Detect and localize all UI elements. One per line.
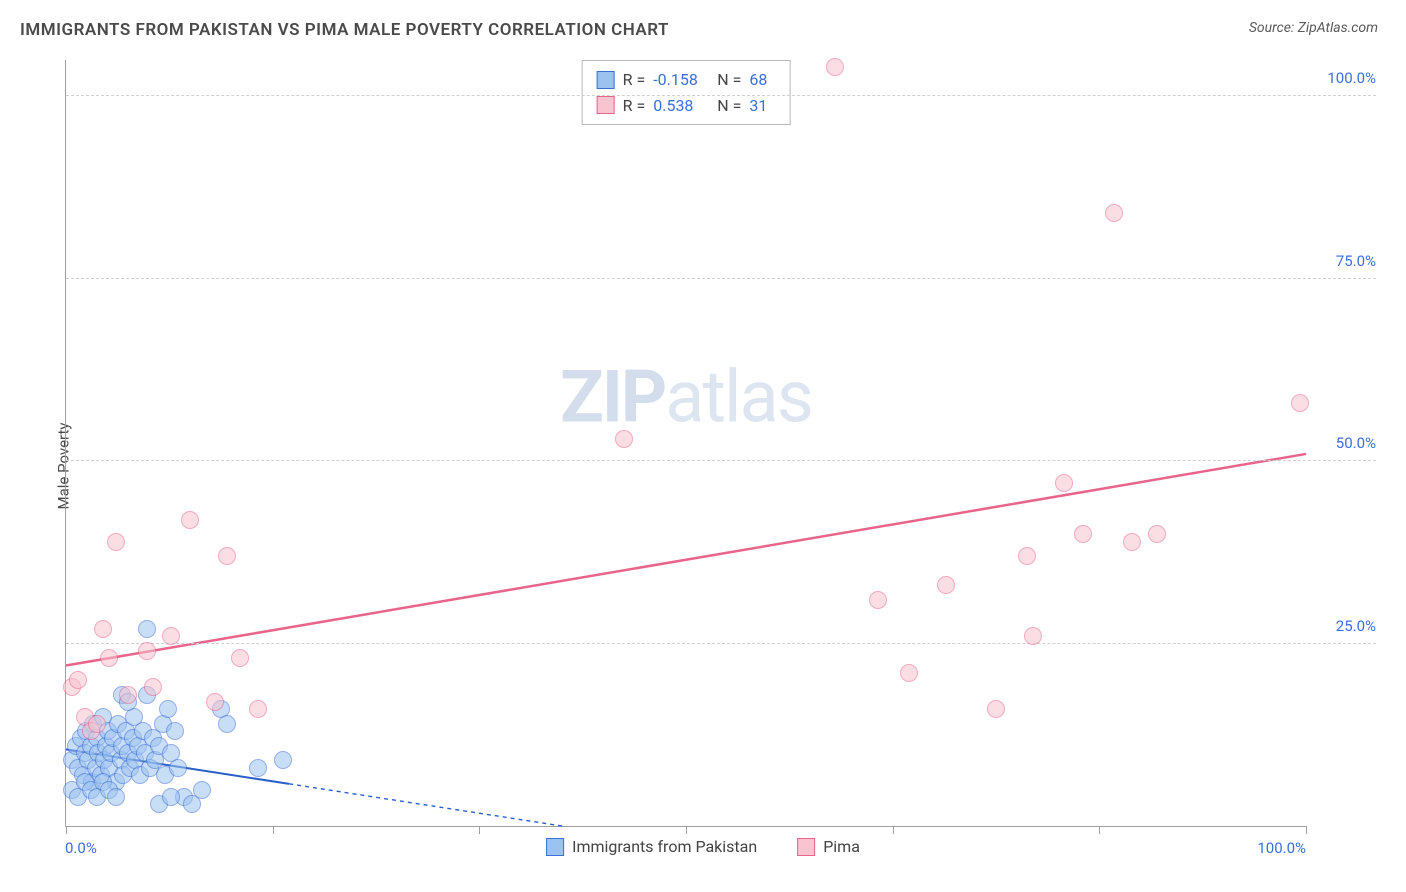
scatter-point <box>107 533 125 551</box>
stats-n-value: 68 <box>749 67 775 93</box>
scatter-point <box>900 664 918 682</box>
scatter-point <box>119 686 137 704</box>
scatter-point <box>218 715 236 733</box>
scatter-point <box>1105 204 1123 222</box>
stats-r-label: R = <box>623 67 646 93</box>
stats-row: R = -0.158 N = 68 <box>597 67 776 93</box>
scatter-point <box>218 547 236 565</box>
legend-label: Pima <box>823 837 860 856</box>
x-axis-label-min: 0.0% <box>65 839 97 857</box>
x-axis-tick <box>1306 826 1307 834</box>
legend-swatch <box>546 838 564 856</box>
y-axis-tick-label: 75.0% <box>1336 252 1376 270</box>
x-axis-tick <box>1099 826 1100 834</box>
gridline <box>66 95 1376 96</box>
gridline <box>66 643 1376 644</box>
gridline <box>66 460 1376 461</box>
source-label: Source: ZipAtlas.com <box>1249 20 1378 36</box>
x-axis-tick <box>273 826 274 834</box>
scatter-point <box>159 700 177 718</box>
legend-swatch <box>597 71 615 89</box>
y-axis-tick-label: 25.0% <box>1336 617 1376 635</box>
x-axis-tick <box>893 826 894 834</box>
plot-area: ZIPatlas R =-0.158 N =68R =0.538 N =31 2… <box>65 60 1306 827</box>
scatter-point <box>206 693 224 711</box>
y-axis-tick-label: 100.0% <box>1327 69 1376 87</box>
x-axis-tick <box>686 826 687 834</box>
legend-swatch <box>597 96 615 114</box>
scatter-point <box>1123 533 1141 551</box>
scatter-point <box>274 751 292 769</box>
scatter-point <box>166 722 184 740</box>
scatter-point <box>88 715 106 733</box>
legend-label: Immigrants from Pakistan <box>572 837 757 856</box>
legend-swatch <box>797 838 815 856</box>
scatter-point <box>138 620 156 638</box>
scatter-point <box>1074 525 1092 543</box>
legend-item: Immigrants from Pakistan <box>546 837 757 856</box>
legend-item: Pima <box>797 837 860 856</box>
scatter-point <box>1055 474 1073 492</box>
scatter-point <box>249 700 267 718</box>
chart-title: IMMIGRANTS FROM PAKISTAN VS PIMA MALE PO… <box>20 20 669 40</box>
x-axis-label-max: 100.0% <box>1257 839 1306 857</box>
stats-box: R =-0.158 N =68R =0.538 N =31 <box>582 60 791 125</box>
scatter-point <box>138 642 156 660</box>
gridline <box>66 278 1376 279</box>
scatter-point <box>826 58 844 76</box>
stats-n-label: N = <box>713 67 741 93</box>
chart-container: Male Poverty ZIPatlas R =-0.158 N =68R =… <box>20 50 1386 882</box>
scatter-point <box>193 781 211 799</box>
scatter-point <box>1148 525 1166 543</box>
scatter-point <box>231 649 249 667</box>
scatter-point <box>181 511 199 529</box>
x-axis-tick <box>66 826 67 834</box>
scatter-point <box>100 649 118 667</box>
scatter-point <box>162 788 180 806</box>
scatter-point <box>1018 547 1036 565</box>
x-axis-tick <box>479 826 480 834</box>
scatter-point <box>249 759 267 777</box>
scatter-point <box>144 678 162 696</box>
watermark: ZIPatlas <box>560 355 812 440</box>
legend: Immigrants from Pakistan Pima <box>546 837 860 856</box>
scatter-point <box>162 627 180 645</box>
scatter-point <box>69 671 87 689</box>
scatter-point <box>615 430 633 448</box>
y-axis-tick-label: 50.0% <box>1336 434 1376 452</box>
scatter-point <box>937 576 955 594</box>
scatter-point <box>1024 627 1042 645</box>
scatter-point <box>169 759 187 777</box>
scatter-point <box>987 700 1005 718</box>
scatter-point <box>94 620 112 638</box>
scatter-point <box>107 788 125 806</box>
scatter-point <box>1291 394 1309 412</box>
scatter-point <box>869 591 887 609</box>
stats-r-value: -0.158 <box>653 67 705 93</box>
